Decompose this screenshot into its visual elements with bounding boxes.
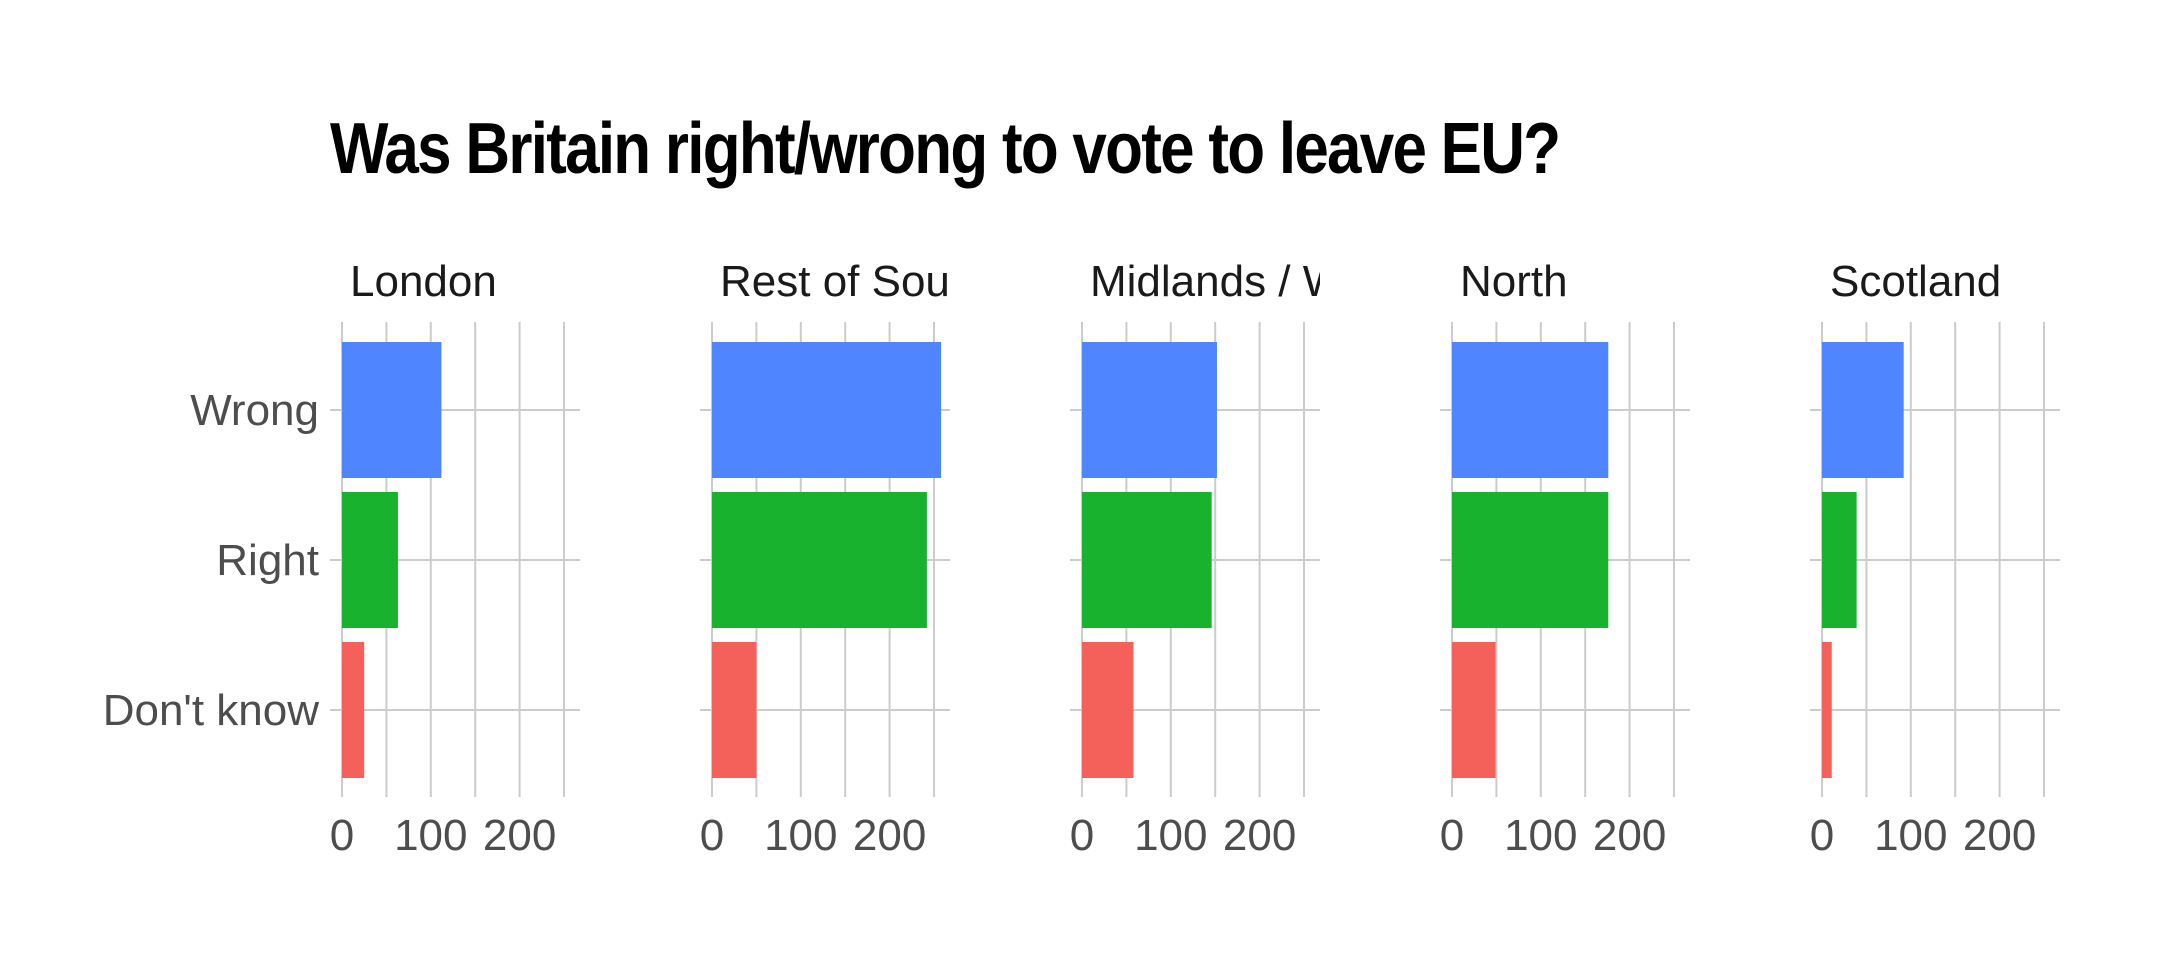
x-tick-label: 0	[330, 811, 354, 860]
bar-north-wrong	[1452, 342, 1609, 478]
bar-midlands-wales-right	[1082, 492, 1212, 628]
x-tick-label: 200	[483, 811, 556, 860]
bar-scotland-don-t-know	[1822, 642, 1832, 778]
x-tick-label: 100	[764, 811, 837, 860]
x-tick-label: 0	[1810, 811, 1834, 860]
y-tick-label-wrong: Wrong	[190, 386, 319, 435]
bar-scotland-right	[1822, 492, 1857, 628]
bar-london-don-t-know	[342, 642, 365, 778]
bar-north-don-t-know	[1452, 642, 1496, 778]
bar-midlands-wales-don-t-know	[1082, 642, 1134, 778]
x-tick-label: 0	[1070, 811, 1094, 860]
x-tick-label: 100	[1504, 811, 1577, 860]
x-tick-label: 0	[700, 811, 724, 860]
bar-london-right	[342, 492, 398, 628]
facet-london: London 0 100 200	[330, 257, 580, 860]
bar-midlands-wales-wrong	[1082, 342, 1217, 478]
bar-rest-of-south-don-t-know	[712, 642, 757, 778]
x-tick-label: 200	[853, 811, 926, 860]
bar-rest-of-south-wrong	[712, 342, 942, 478]
x-tick-label: 100	[394, 811, 467, 860]
facet-north: North 0 100 200	[1440, 257, 1690, 860]
x-tick-label: 100	[1134, 811, 1207, 860]
facet-label-scotland: Scotland	[1830, 257, 2001, 306]
x-tick-label: 0	[1440, 811, 1464, 860]
facet-label-midlands-wales: Midlands / Wales	[1090, 257, 1423, 306]
y-tick-label-don-t-know: Don't know	[103, 686, 320, 735]
bar-rest-of-south-right	[712, 492, 927, 628]
x-tick-label: 200	[1593, 811, 1666, 860]
x-tick-label: 200	[1963, 811, 2036, 860]
bar-north-right	[1452, 492, 1609, 628]
facet-label-london: London	[350, 257, 497, 306]
chart-title: Was Britain right/wrong to vote to leave…	[330, 109, 1561, 189]
facet-scotland: Scotland 0 100 200	[1810, 257, 2060, 860]
facet-label-north: North	[1460, 257, 1568, 306]
facet-midlands-wales: Midlands / Wales 0 100 200	[1070, 257, 1423, 860]
y-tick-label-right: Right	[216, 536, 319, 585]
bar-london-wrong	[342, 342, 442, 478]
x-tick-label: 200	[1223, 811, 1296, 860]
facet-label-rest-of-south: Rest of South	[720, 257, 987, 306]
facet-rest-of-south: Rest of South 0 100 200	[700, 257, 987, 860]
x-tick-label: 100	[1874, 811, 1947, 860]
bar-scotland-wrong	[1822, 342, 1904, 478]
